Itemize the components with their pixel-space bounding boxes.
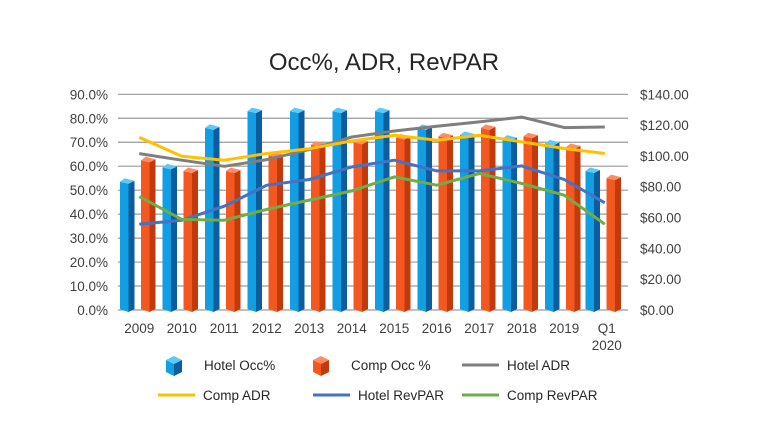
- y-right-tick-label: $0.00: [640, 303, 674, 318]
- x-tick-label: 2009: [124, 321, 154, 336]
- y-left-tick-label: 40.0%: [70, 207, 108, 222]
- bar-comp-occ--2012: [268, 151, 283, 312]
- legend-item-comp-adr: Comp ADR: [158, 388, 271, 403]
- legend-label: Hotel ADR: [507, 358, 570, 373]
- bar-hotel-occ--2009: [120, 178, 135, 312]
- chart-title: Occ%, ADR, RevPAR: [269, 49, 499, 76]
- bar-hotel-occ--q1-2020: [585, 167, 600, 312]
- legend-item-comp-occ-: Comp Occ %: [313, 356, 431, 376]
- y-left-tick-label: 60.0%: [70, 159, 108, 174]
- line-hotel-revpar: [139, 158, 606, 226]
- bar-comp-occ--2019: [566, 143, 581, 312]
- legend-item-hotel-revpar: Hotel RevPAR: [313, 388, 444, 403]
- bar-hotel-occ--2016: [417, 124, 432, 312]
- y-right-tick-label: $40.00: [640, 241, 681, 256]
- x-tick-label: 2017: [464, 321, 494, 336]
- line-hotel-adr: [139, 115, 605, 168]
- bar-hotel-occ--2017: [460, 131, 475, 312]
- legend-item-hotel-adr: Hotel ADR: [462, 358, 570, 373]
- y-left-tick-label: 0.0%: [77, 303, 108, 318]
- y-left-tick-label: 20.0%: [70, 255, 108, 270]
- bar-comp-occ--2017: [481, 124, 496, 312]
- x-tick-label: 2019: [549, 321, 579, 336]
- legend-item-hotel-occ-: Hotel Occ%: [166, 356, 275, 376]
- x-tick-label: 2010: [167, 321, 197, 336]
- x-tick-label: 2015: [379, 321, 409, 336]
- y-left-tick-label: 70.0%: [70, 135, 108, 150]
- bar-comp-occ--2016: [438, 132, 453, 312]
- bar-hotel-occ--2013: [290, 107, 305, 313]
- x-axis: 2009 2010 2011 2012 2013 2014 2015 2016 2017 2018…: [124, 321, 622, 353]
- gridlines: [118, 93, 628, 311]
- bar-comp-occ--2010: [183, 167, 198, 312]
- x-tick-label: 2012: [252, 321, 282, 336]
- bar-comp-occ--2013: [311, 141, 326, 312]
- x-tick-label: 2018: [507, 321, 537, 336]
- legend-label: Hotel Occ%: [204, 358, 275, 373]
- y-right-tick-label: $80.00: [640, 180, 681, 195]
- line-comp-adr: [138, 133, 605, 162]
- y-left-tick-label: 90.0%: [70, 87, 108, 102]
- legend-label: Comp ADR: [203, 388, 271, 403]
- bar-comp-occ--2014: [353, 138, 368, 312]
- bar-hotel-occ--2014: [332, 107, 347, 313]
- legend: Hotel Occ% Comp Occ % Hotel ADR Comp ADR Hot…: [158, 356, 598, 403]
- x-tick-label: 2011: [210, 321, 239, 336]
- x-tick-label: 2016: [422, 321, 452, 336]
- y-right-tick-label: $120.00: [640, 118, 689, 133]
- bar-comp-occ--2009: [141, 156, 156, 312]
- y-right-tick-label: $100.00: [640, 149, 689, 164]
- x-tick-label: 2014: [337, 321, 368, 336]
- y-axis-right: $0.00 $20.00 $40.00 $60.00 $80.00 $100.00 $120…: [640, 87, 689, 318]
- y-right-tick-label: $140.00: [640, 87, 689, 102]
- y-right-tick-label: $60.00: [640, 211, 681, 226]
- bar-hotel-occ--2011: [205, 124, 220, 312]
- bar-comp-occ--2011: [226, 167, 241, 312]
- y-left-tick-label: 50.0%: [70, 183, 108, 198]
- bar-comp-occ--2018: [523, 132, 538, 312]
- line-series: [138, 115, 606, 226]
- bar-hotel-occ--2019: [545, 139, 560, 312]
- x-tick-label: 2013: [294, 321, 324, 336]
- legend-label: Comp Occ %: [351, 358, 431, 373]
- cube-icon: [313, 356, 329, 376]
- x-tick-label: Q1 2020: [592, 321, 622, 353]
- cube-icon: [166, 356, 182, 376]
- bar-hotel-occ--2018: [502, 135, 517, 312]
- bar-comp-occ--q1-2020: [606, 174, 621, 312]
- legend-label: Comp RevPAR: [507, 388, 598, 403]
- y-left-tick-label: 80.0%: [70, 111, 108, 126]
- y-axis-left: 0.0% 10.0% 20.0% 30.0% 40.0% 50.0% 60.0% 70.0% 8…: [70, 87, 108, 318]
- legend-label: Hotel RevPAR: [358, 388, 444, 403]
- y-left-tick-label: 30.0%: [70, 231, 108, 246]
- legend-item-comp-revpar: Comp RevPAR: [462, 388, 598, 403]
- y-left-tick-label: 10.0%: [70, 279, 108, 294]
- y-right-tick-label: $20.00: [640, 272, 681, 287]
- bar-hotel-occ--2010: [162, 163, 177, 312]
- line-comp-revpar: [138, 172, 606, 226]
